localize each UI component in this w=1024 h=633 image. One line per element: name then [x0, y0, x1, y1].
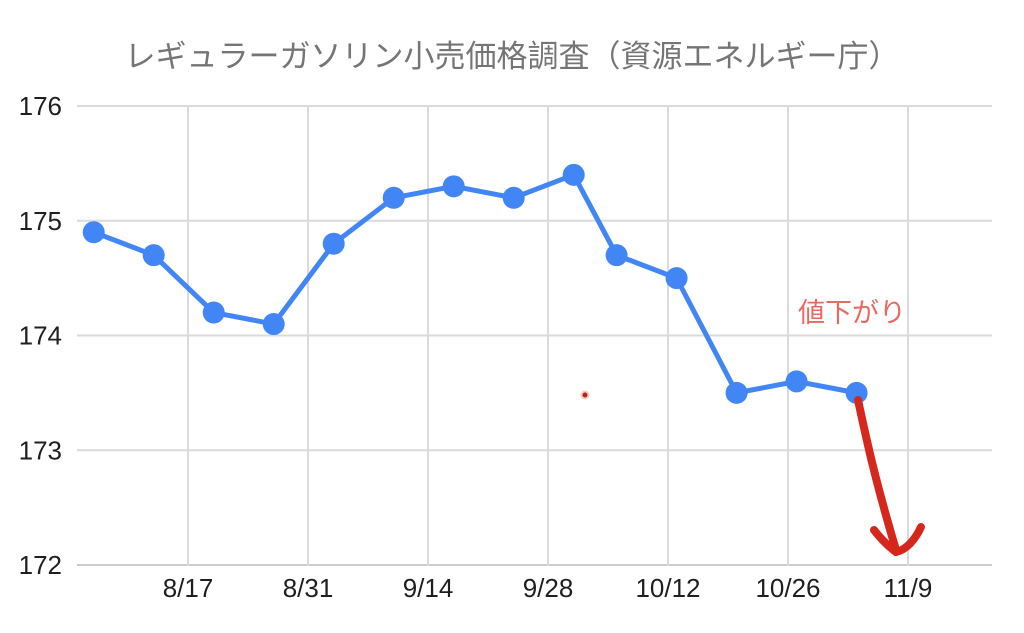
data-point: [262, 313, 285, 336]
annotation-arrow-swoosh: [892, 523, 925, 556]
data-point: [382, 186, 405, 209]
y-axis-tick-label: 175: [19, 206, 62, 236]
x-axis-tick-label: 9/14: [403, 573, 454, 603]
data-point: [142, 244, 165, 267]
x-axis-tick-label: 8/17: [163, 573, 214, 603]
y-axis-tick-label: 176: [19, 91, 62, 121]
data-point: [665, 267, 688, 290]
annotation-arrow-shaft: [854, 396, 900, 554]
price-line: [91, 172, 860, 396]
data-point: [562, 163, 585, 186]
data-point: [725, 381, 748, 404]
data-point: [322, 232, 345, 255]
data-point: [845, 381, 868, 404]
y-axis-tick-label: 172: [19, 550, 62, 580]
x-axis-tick-label: 11/9: [884, 573, 933, 603]
annotation-text: 値下がり: [798, 298, 906, 328]
stray-ink-dot: [582, 392, 588, 398]
data-point: [785, 370, 808, 393]
data-point: [202, 301, 225, 324]
x-axis-tick-label: 8/31: [283, 573, 334, 603]
x-axis-tick-label: 10/12: [635, 573, 700, 603]
data-point: [605, 244, 628, 267]
y-axis-tick-label: 174: [19, 321, 62, 351]
x-axis-tick-label: 10/26: [755, 573, 820, 603]
y-axis-tick-label: 173: [19, 435, 62, 465]
x-axis-tick-label: 9/28: [523, 573, 574, 603]
data-point: [442, 175, 465, 198]
data-point: [502, 186, 525, 209]
chart-title: レギュラーガソリン小売価格調査（資源エネルギー庁）: [124, 39, 900, 74]
data-point: [82, 221, 105, 244]
